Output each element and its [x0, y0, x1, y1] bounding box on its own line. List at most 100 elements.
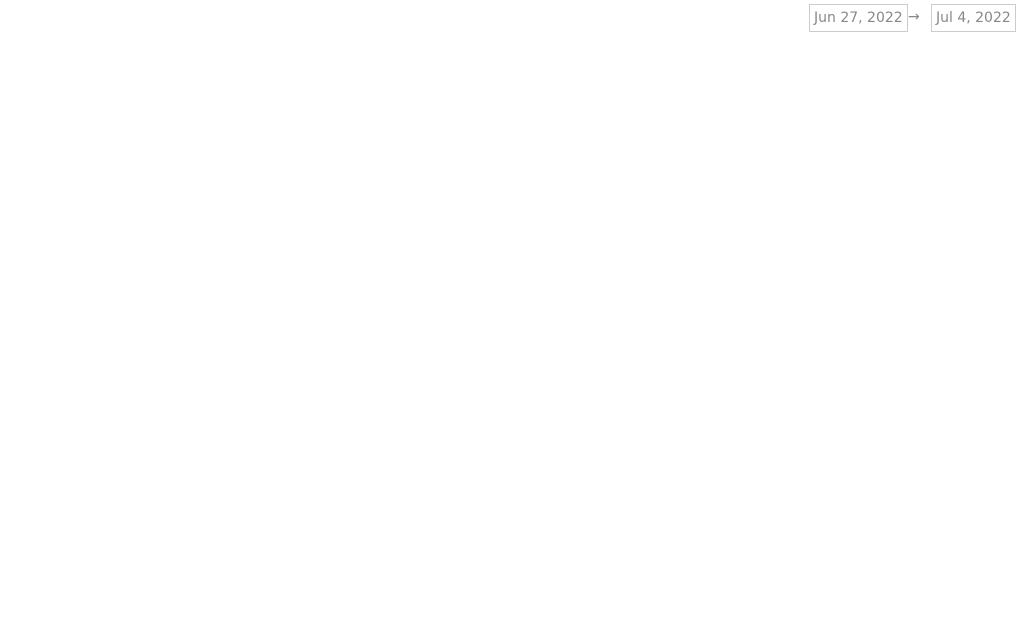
- volume-bar: [552, 516, 560, 571]
- volume-bar: [101, 537, 109, 571]
- volume-bar: [817, 542, 825, 571]
- volume-bar: [621, 514, 629, 571]
- volume-bar: [217, 539, 225, 571]
- volume-bar: [90, 537, 98, 571]
- volume-bar: [113, 538, 121, 571]
- volume-bar: [586, 517, 594, 571]
- volume-bar: [448, 533, 456, 571]
- volume-bar: [66, 538, 74, 571]
- x-tick-label: 28. Jun: [67, 583, 109, 597]
- volume-bar: [355, 532, 363, 571]
- volume-bar: [298, 536, 305, 571]
- end-date[interactable]: Jul 4, 2022: [931, 4, 1016, 32]
- volume-bar: [760, 533, 768, 571]
- x-tick-label: 3. Jul: [773, 583, 803, 597]
- volume-bar: [783, 537, 791, 571]
- x-tick-label: 29. Jun: [207, 583, 249, 597]
- volume-bar: [240, 538, 248, 571]
- start-date[interactable]: Jun 27, 2022: [809, 4, 908, 32]
- y-tick-label: $21,500.00: [28, 54, 97, 68]
- volume-bar: [944, 544, 952, 571]
- arrow: →: [908, 9, 920, 25]
- volume-bar: [494, 530, 502, 571]
- volume-bar: [771, 535, 779, 571]
- x-tick-label: 30. Jun: [347, 583, 389, 597]
- volume-bar: [956, 544, 964, 571]
- volume-bar: [286, 537, 294, 571]
- volume-bar: [124, 538, 132, 571]
- volume-bar: [344, 533, 352, 571]
- y-tick-label: $18,500.00: [28, 456, 97, 470]
- volume-bar: [194, 538, 201, 571]
- volume-bar: [609, 515, 617, 571]
- volume-bar: [367, 532, 375, 571]
- volume-bar: [910, 546, 918, 571]
- volume-bar: [228, 539, 236, 571]
- volume-bar: [575, 517, 583, 571]
- volume-bar: [402, 532, 409, 571]
- price-line: [29, 89, 1011, 411]
- x-tick-label: 2. Jul: [633, 583, 663, 597]
- volume-bar: [540, 518, 548, 571]
- y-tick-label: $19,000.00: [28, 389, 97, 403]
- x-tick-label: 1. Jul: [493, 583, 523, 597]
- y-tick-label: $20,500.00: [28, 188, 97, 202]
- volume-bar: [864, 544, 872, 571]
- volume-bar: [274, 537, 282, 571]
- volume-bar: [147, 537, 155, 571]
- volume-bar: [841, 543, 848, 571]
- volume-bar: [55, 538, 63, 571]
- volume-bar: [390, 532, 398, 571]
- volume-bar: [667, 516, 675, 571]
- volume-bar: [679, 519, 687, 571]
- volume-bar: [182, 537, 190, 571]
- volume-bar: [205, 538, 213, 571]
- watermark: CoinGecko: [886, 430, 1004, 462]
- volume-bar: [251, 538, 259, 571]
- volume-bar: [159, 537, 167, 571]
- volume-bar: [933, 544, 941, 571]
- volume-bar: [737, 529, 744, 571]
- volume-bar: [598, 516, 606, 571]
- y-tick-label: $19,500.00: [28, 322, 97, 336]
- price-area: [30, 89, 1010, 471]
- volume-bar: [505, 530, 513, 571]
- volume-bar: [482, 531, 490, 571]
- volume-bar: [991, 545, 999, 571]
- y-tick-label: $20,000.00: [28, 255, 97, 269]
- volume-bar: [471, 532, 479, 571]
- volume-bar: [898, 546, 906, 571]
- volume-bar: [321, 535, 329, 571]
- volume-bar: [748, 531, 756, 571]
- volume-bar: [436, 533, 444, 571]
- volume-bar: [979, 544, 987, 571]
- y-tick-label: $21,000.00: [28, 121, 97, 135]
- volume-bar: [425, 533, 433, 571]
- volume-bar: [921, 545, 929, 571]
- volume-bar: [690, 521, 698, 571]
- volume-bar: [794, 539, 802, 571]
- volume-bar: [170, 537, 178, 571]
- volume-bar: [633, 513, 640, 571]
- volume-bar: [1002, 544, 1010, 571]
- x-tick-label: 4. Jul: [913, 583, 943, 597]
- volume-bar: [136, 538, 144, 571]
- volume-bar: [806, 541, 814, 571]
- volume-bar: [875, 545, 883, 571]
- volume-bar: [43, 539, 51, 571]
- volume-bar: [378, 532, 386, 571]
- volume-bar: [332, 534, 340, 571]
- volume-bar: [309, 536, 317, 571]
- volume-bar: [852, 544, 860, 571]
- volume-bar: [644, 513, 652, 571]
- volume-bar: [517, 525, 525, 571]
- volume-bar: [32, 539, 40, 571]
- volume-bar: [78, 537, 86, 571]
- volume-bar: [702, 523, 710, 571]
- volume-bar: [563, 516, 571, 571]
- volume-bar: [459, 532, 467, 571]
- volume-bar: [968, 543, 976, 571]
- volume-bar: [887, 545, 895, 571]
